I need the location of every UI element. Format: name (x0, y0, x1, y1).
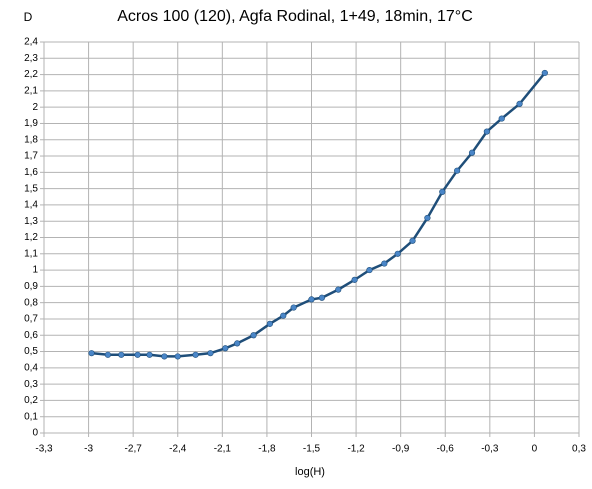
x-tick-label: -1,5 (303, 444, 321, 455)
y-tick-label: 0,4 (24, 362, 38, 373)
x-tick-label: -1,8 (258, 444, 276, 455)
y-tick-label: 0,8 (24, 297, 38, 308)
x-tick-label: -0,9 (392, 444, 410, 455)
data-point (454, 167, 461, 174)
data-point (88, 350, 95, 357)
y-tick-label: 0 (32, 428, 38, 439)
y-tick-label: 0,9 (24, 281, 38, 292)
data-point (516, 100, 523, 108)
y-tick-label: 1,3 (24, 216, 38, 227)
data-point (280, 312, 287, 319)
data-point (234, 340, 241, 347)
data-point (335, 286, 342, 293)
y-tick-label: 0,1 (24, 411, 38, 422)
chart-title: Acros 100 (120), Agfa Rodinal, 1+49, 18m… (117, 8, 473, 25)
y-tick-label: 1,1 (24, 248, 38, 259)
x-tick-label: -3 (84, 444, 93, 455)
data-point (394, 250, 401, 257)
x-tick-label: -2,1 (214, 444, 232, 455)
data-point (351, 276, 358, 283)
data-line (91, 72, 546, 358)
y-tick-label: 1,7 (24, 151, 38, 162)
data-point (308, 296, 315, 303)
data-point (134, 351, 141, 358)
x-tick-label: -2,7 (125, 444, 143, 455)
x-tick-label: -0,3 (481, 444, 499, 455)
data-point (146, 351, 153, 358)
x-tick-label: -2,4 (169, 444, 187, 455)
y-tick-label: 0,6 (24, 330, 38, 341)
y-tick-label: 2 (32, 102, 38, 113)
data-point (424, 214, 431, 222)
data-point (192, 351, 199, 358)
y-tick-label: 0,3 (24, 379, 38, 390)
data-point (439, 188, 446, 195)
data-point (222, 345, 229, 352)
x-tick-label: 0,3 (572, 444, 586, 455)
data-point (104, 351, 112, 358)
x-axis-label: log(H) (295, 466, 325, 478)
x-tick-label: -0,6 (437, 444, 455, 455)
y-tick-label: 1 (32, 265, 38, 276)
y-axis-label: D (24, 10, 33, 24)
data-point (207, 350, 214, 357)
data-point (366, 266, 373, 274)
y-tick-label: 0,5 (24, 346, 38, 357)
y-tick-label: 1,5 (24, 183, 38, 194)
y-tick-label: 1,6 (24, 167, 38, 178)
data-point (468, 149, 476, 156)
data-point (250, 332, 257, 339)
data-point (541, 69, 548, 77)
x-tick-label: 0 (532, 444, 538, 455)
data-point (290, 304, 297, 311)
y-tick-label: 0,7 (24, 314, 38, 325)
y-tick-label: 2,3 (24, 53, 38, 64)
data-point (409, 237, 416, 244)
y-tick-label: 1,2 (24, 232, 38, 243)
data-point (483, 128, 490, 135)
y-tick-label: 1,8 (24, 134, 38, 145)
x-tick-label: -1,2 (347, 444, 365, 455)
y-tick-label: 1,4 (24, 200, 38, 211)
data-point (381, 260, 388, 267)
data-point (498, 115, 505, 122)
y-tick-label: 2,4 (24, 37, 38, 48)
y-tick-label: 2,1 (24, 86, 38, 97)
y-tick-label: 1,9 (24, 118, 38, 129)
data-point (161, 353, 168, 360)
data-point (118, 351, 125, 358)
data-point (174, 353, 181, 360)
y-tick-label: 2,2 (24, 69, 38, 80)
x-tick-label: -3,3 (35, 444, 53, 455)
data-point (318, 294, 326, 301)
data-point (266, 320, 273, 327)
y-tick-label: 0,2 (24, 395, 38, 406)
